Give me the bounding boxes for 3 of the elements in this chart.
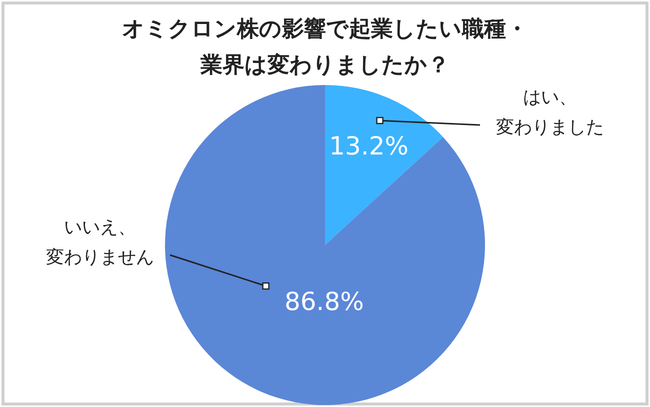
data-label: 86.8% <box>284 286 364 316</box>
data-label: 13.2% <box>329 131 409 160</box>
title: オミクロン株の影響で起業したい職種・業界は変わりましたか？ <box>121 16 529 80</box>
